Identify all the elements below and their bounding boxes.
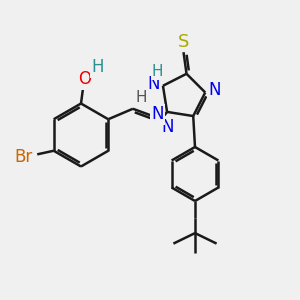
Text: H: H [136,90,147,105]
Text: H: H [152,64,163,79]
Text: N: N [147,75,160,93]
Text: N: N [208,81,221,99]
Text: S: S [178,33,189,51]
Text: O: O [78,70,91,88]
Text: N: N [151,105,164,123]
Text: H: H [91,58,104,76]
Text: Br: Br [15,148,33,166]
Text: N: N [162,118,174,136]
